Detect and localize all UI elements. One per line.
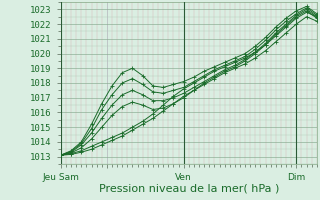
X-axis label: Pression niveau de la mer( hPa ): Pression niveau de la mer( hPa ) [99,183,279,193]
